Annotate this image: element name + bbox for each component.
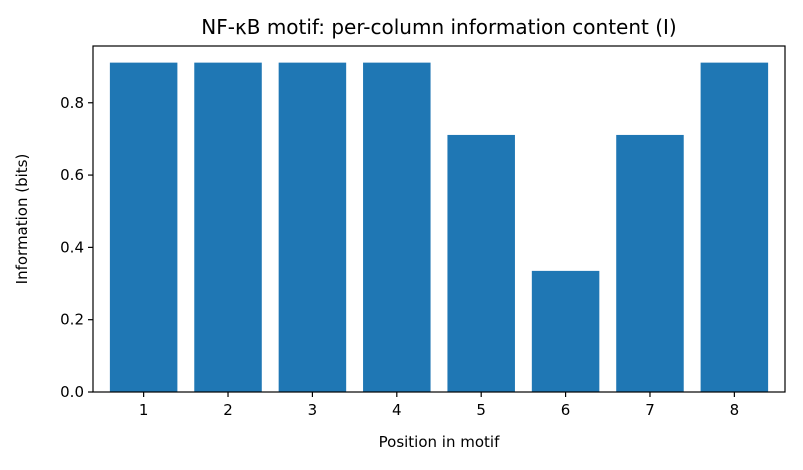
x-axis-label: Position in motif — [379, 433, 500, 451]
bar-position-8 — [700, 62, 769, 392]
bar-position-4 — [363, 62, 431, 392]
x-axis-ticks: 1 2 3 4 5 6 7 8 — [139, 392, 739, 419]
bar-position-3 — [278, 62, 347, 392]
y-tick-label: 0.0 — [60, 383, 84, 401]
plot-frame — [92, 45, 786, 393]
y-tick-label: 0.6 — [60, 166, 84, 184]
x-tick-label: 1 — [139, 401, 149, 419]
x-tick-label: 6 — [561, 401, 571, 419]
y-axis-ticks: 0.0 0.2 0.4 0.6 0.8 — [60, 94, 93, 401]
chart-title: NF-κB motif: per-column information cont… — [201, 15, 676, 39]
y-tick-label: 0.8 — [60, 94, 84, 112]
bar-position-1 — [109, 62, 178, 392]
bar-position-2 — [194, 62, 262, 392]
bar-position-7 — [616, 134, 684, 392]
x-tick-label: 7 — [645, 401, 655, 419]
y-tick-label: 0.2 — [60, 311, 84, 329]
x-tick-label: 8 — [730, 401, 740, 419]
x-tick-label: 5 — [476, 401, 486, 419]
bar-position-5 — [447, 134, 515, 392]
x-tick-label: 4 — [392, 401, 402, 419]
bar-position-6 — [531, 270, 600, 392]
bars-group — [109, 62, 769, 392]
y-tick-label: 0.4 — [60, 238, 84, 256]
y-axis-label: Information (bits) — [13, 154, 31, 285]
x-tick-label: 2 — [223, 401, 233, 419]
x-tick-label: 3 — [308, 401, 318, 419]
